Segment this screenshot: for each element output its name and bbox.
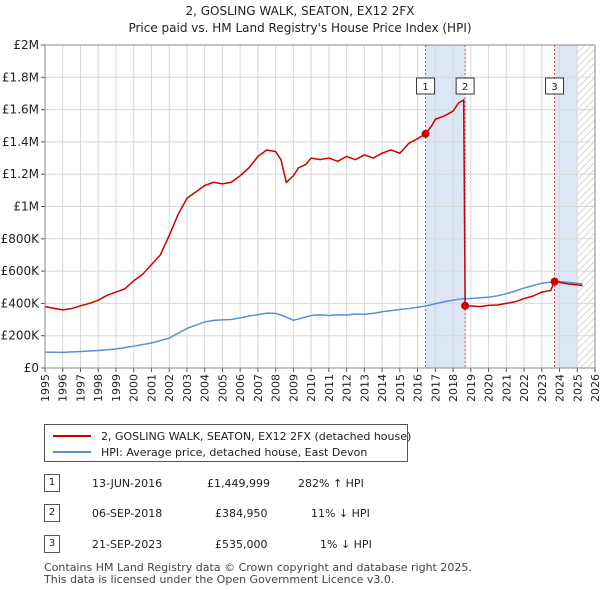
- plot-border: [44, 44, 596, 369]
- marker-label: 1: [422, 82, 428, 93]
- x-tick-label: 2007: [252, 374, 265, 402]
- y-tick-label: £400K: [1, 296, 41, 310]
- x-tick-label: 2012: [341, 374, 354, 402]
- x-tick-label: 2004: [199, 374, 212, 402]
- x-tick-label: 1998: [92, 374, 105, 402]
- transaction-hpi-change: 1% ↓ HPI: [320, 538, 372, 551]
- x-tick-label: 2008: [270, 374, 283, 402]
- sale-point: [421, 129, 430, 138]
- legend: 2, GOSLING WALK, SEATON, EX12 2FX (detac…: [44, 424, 411, 462]
- x-tick-label: 2026: [589, 374, 600, 402]
- transaction-price: £1,449,999: [207, 477, 270, 490]
- y-tick-label: £1.6M: [2, 103, 39, 117]
- x-tick-label: 1999: [110, 374, 123, 402]
- table-row: 3 21-SEP-2023 £535,000 1% ↓ HPI: [0, 535, 600, 555]
- sale-point: [461, 301, 470, 310]
- footer-licence: This data is licensed under the Open Gov…: [44, 573, 395, 586]
- x-tick-label: 1997: [74, 374, 87, 402]
- x-tick-label: 2006: [234, 374, 247, 402]
- transaction-hpi-change: 282% ↑ HPI: [298, 477, 364, 490]
- legend-swatch-hpi: [53, 451, 91, 453]
- x-tick-label: 2009: [287, 374, 300, 402]
- footer-copyright: Contains HM Land Registry data © Crown c…: [44, 561, 472, 574]
- y-tick-label: £800K: [1, 232, 41, 246]
- transaction-date: 13-JUN-2016: [92, 477, 163, 490]
- y-tick-label: £1M: [13, 200, 39, 214]
- transaction-hpi-change: 11% ↓ HPI: [311, 507, 370, 520]
- x-tick-label: 2023: [536, 374, 549, 402]
- legend-item-property: 2, GOSLING WALK, SEATON, EX12 2FX (detac…: [53, 428, 411, 444]
- marker-box: [545, 77, 565, 95]
- series-line-property: [44, 98, 583, 311]
- x-tick-label: 2016: [412, 374, 425, 402]
- marker-label: 2: [462, 82, 468, 93]
- y-tick-label: £1.4M: [2, 135, 39, 149]
- y-tick-label: £1.2M: [2, 167, 39, 181]
- price-chart: 1 2 3 1995 1996 1997 1998 1999 2000 2001 2002 2003…: [1, 38, 600, 402]
- x-tick-label: 2025: [571, 374, 584, 402]
- chart-subtitle: Price paid vs. HM Land Registry's House …: [128, 21, 472, 35]
- series-line-hpi: [44, 280, 583, 354]
- x-tick-label: 2017: [429, 374, 442, 402]
- y-tick-label: £600K: [1, 264, 41, 278]
- transaction-marker: 2: [44, 504, 60, 522]
- x-tick-label: 1995: [39, 374, 52, 402]
- x-tick-label: 2000: [128, 374, 141, 402]
- y-tick-label: £0: [24, 361, 39, 375]
- x-tick-label: 2002: [163, 374, 176, 402]
- x-tick-label: 2018: [447, 374, 460, 402]
- y-tick-label: £1.8M: [2, 70, 39, 84]
- transaction-price: £535,000: [215, 538, 268, 551]
- legend-item-hpi: HPI: Average price, detached house, East…: [53, 444, 367, 460]
- x-tick-label: 2024: [554, 374, 567, 402]
- y-tick-label: £2M: [13, 38, 39, 52]
- sale-point: [550, 277, 559, 286]
- x-tick-label: 2010: [305, 374, 318, 402]
- transaction-price: £384,950: [215, 507, 268, 520]
- chart-title: 2, GOSLING WALK, SEATON, EX12 2FX: [185, 4, 415, 18]
- table-row: 2 06-SEP-2018 £384,950 11% ↓ HPI: [0, 504, 600, 524]
- x-tick-label: 2011: [323, 374, 336, 402]
- x-tick-label: 2005: [216, 374, 229, 402]
- x-tick-label: 2001: [145, 374, 158, 402]
- legend-label-property: 2, GOSLING WALK, SEATON, EX12 2FX (detac…: [101, 429, 412, 443]
- transaction-marker: 3: [44, 535, 60, 553]
- x-tick-label: 2015: [394, 374, 407, 402]
- y-tick-label: £200K: [1, 329, 41, 343]
- x-tick-label: 2021: [500, 374, 513, 402]
- table-row: 1 13-JUN-2016 £1,449,999 282% ↑ HPI: [0, 474, 600, 494]
- legend-swatch-property: [53, 435, 91, 437]
- marker-box: [416, 77, 436, 95]
- transaction-date: 06-SEP-2018: [92, 507, 163, 520]
- transaction-date: 21-SEP-2023: [92, 538, 163, 551]
- transaction-marker: 1: [44, 474, 60, 492]
- marker-label: 3: [551, 82, 557, 93]
- x-tick-label: 1996: [57, 374, 70, 402]
- x-tick-label: 2020: [483, 374, 496, 402]
- x-tick-label: 2022: [518, 374, 531, 402]
- x-tick-label: 2013: [358, 374, 371, 402]
- marker-box: [455, 77, 475, 95]
- x-tick-label: 2003: [181, 374, 194, 402]
- legend-label-hpi: HPI: Average price, detached house, East…: [101, 445, 368, 459]
- x-tick-label: 2019: [465, 374, 478, 402]
- x-tick-label: 2014: [376, 374, 389, 402]
